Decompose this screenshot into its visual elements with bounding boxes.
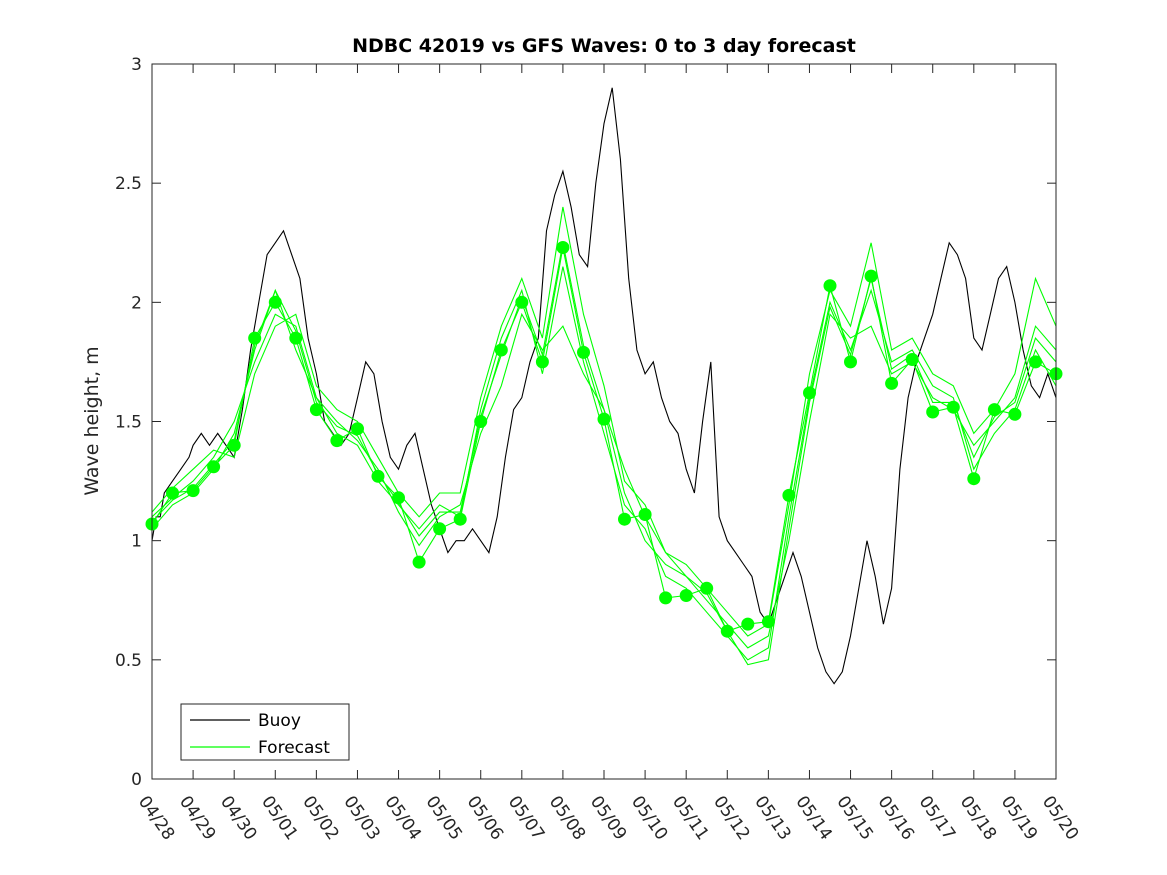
y-tick-label: 1.5 [115,413,142,433]
forecast-marker [515,295,529,309]
forecast-marker [433,522,447,536]
forecast-marker [864,269,878,283]
legend-label-forecast: Forecast [258,738,330,758]
forecast-marker [885,376,899,390]
forecast-marker [967,472,981,486]
forecast-marker [803,386,816,400]
forecast-series-line-3 [151,266,1057,661]
forecast-marker [309,403,323,417]
y-tick-label: 0.5 [115,651,142,671]
y-tick-label: 2.5 [115,174,142,194]
forecast-marker [494,343,508,357]
forecast-marker [289,331,303,345]
forecast-marker [905,353,919,366]
buoy-series-line [151,87,1057,685]
forecast-marker [474,415,488,428]
forecast-marker [720,624,734,638]
forecast-marker [946,400,960,414]
forecast-marker [392,491,405,505]
forecast-marker [248,331,262,345]
legend-box [180,703,350,761]
forecast-marker [618,512,631,526]
forecast-marker [741,617,755,631]
forecast-marker [535,355,549,369]
forecast-marker [166,486,179,500]
forecast-marker [597,412,611,426]
forecast-marker [351,422,364,436]
y-tick-label: 0 [131,770,142,790]
chart-title: NDBC 42019 vs GFS Waves: 0 to 3 day fore… [352,35,856,57]
forecast-marker [761,615,775,629]
forecast-marker [823,279,837,293]
y-axis-title: Wave height, m [81,346,103,495]
forecast-marker [1008,407,1022,421]
forecast-marker [207,460,221,474]
forecast-series-line-4 [151,206,1057,637]
forecast-marker [659,591,673,605]
forecast-marker [679,589,693,602]
forecast-marker [268,295,282,309]
forecast-marker [844,355,857,369]
forecast-marker [700,581,714,595]
forecast-marker [453,512,467,526]
forecast-series-line-5 [151,242,1057,666]
forecast-marker [186,484,200,498]
forecast-marker [556,241,570,254]
forecast-marker [638,508,652,521]
legend: Buoy Forecast [180,703,350,761]
forecast-marker [1029,355,1042,369]
y-tick-label: 3 [131,55,142,75]
y-tick-label: 2 [131,293,142,313]
forecast-marker [987,403,1001,417]
forecast-marker [330,434,344,448]
y-tick-label: 1 [131,532,142,552]
legend-label-buoy: Buoy [258,711,301,731]
forecast-marker [926,405,940,419]
forecast-marker [227,438,241,452]
forecast-marker [782,488,796,502]
forecast-marker [371,469,385,483]
forecast-marker [577,345,590,359]
forecast-marker [412,555,426,569]
